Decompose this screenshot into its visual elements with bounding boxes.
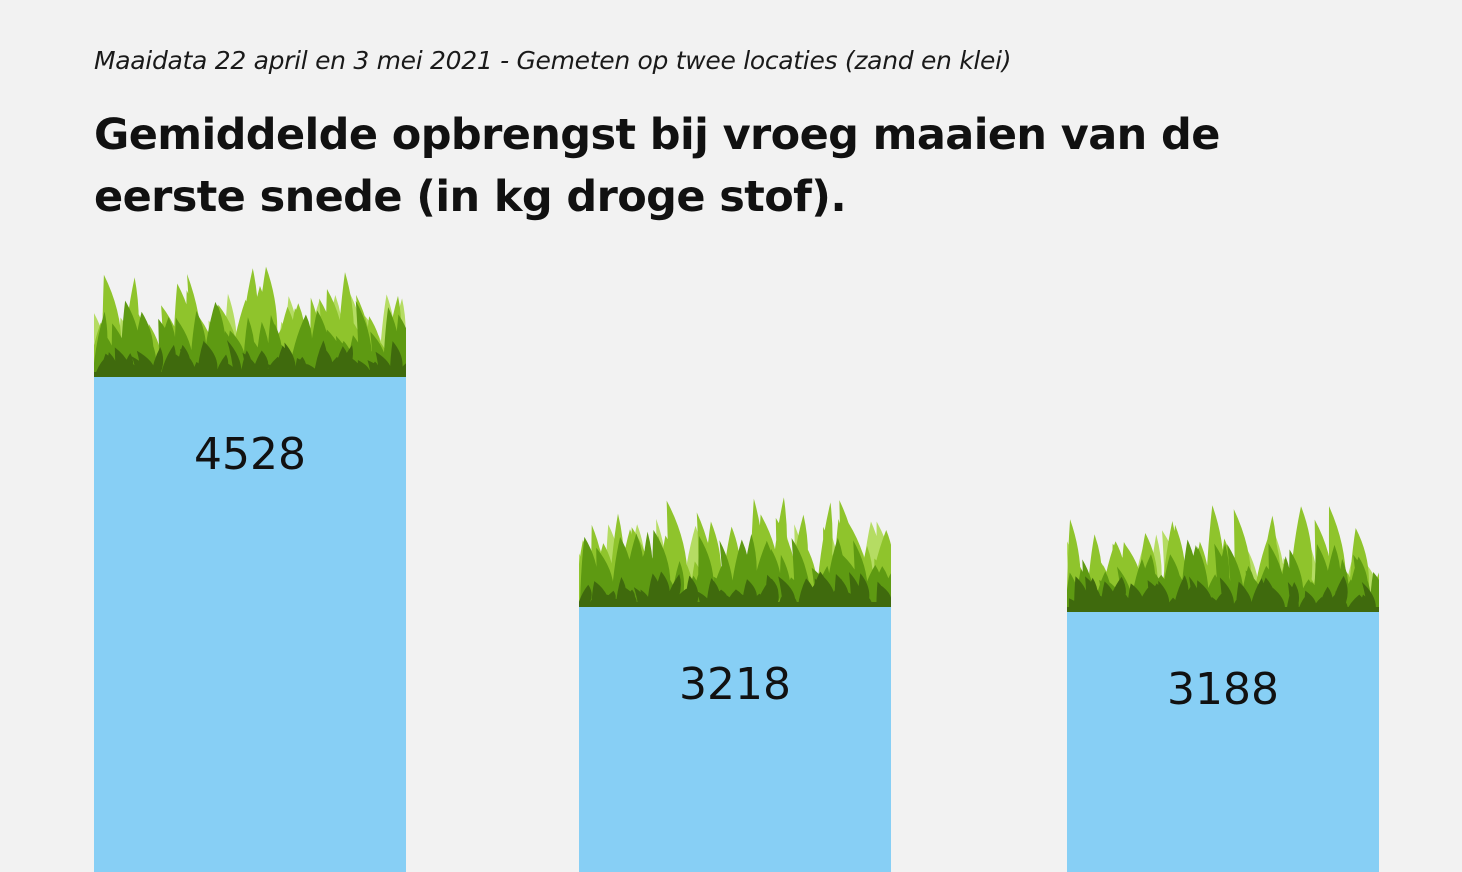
bar-value-label-2: 3218	[679, 659, 791, 710]
grass-illustration-2	[579, 497, 891, 607]
chart-subtitle: Maaidata 22 april en 3 mei 2021 - Gemete…	[94, 46, 1012, 75]
grass-illustration-1	[94, 266, 406, 377]
bar-value-label-1: 4528	[194, 429, 306, 480]
bar-2	[579, 607, 891, 872]
bar-1	[94, 377, 406, 872]
bar-3	[1067, 612, 1379, 872]
bar-value-label-3: 3188	[1167, 664, 1279, 715]
chart-title: Gemiddelde opbrengst bij vroeg maaien va…	[94, 110, 1220, 222]
grass-illustration-3	[1067, 505, 1379, 612]
